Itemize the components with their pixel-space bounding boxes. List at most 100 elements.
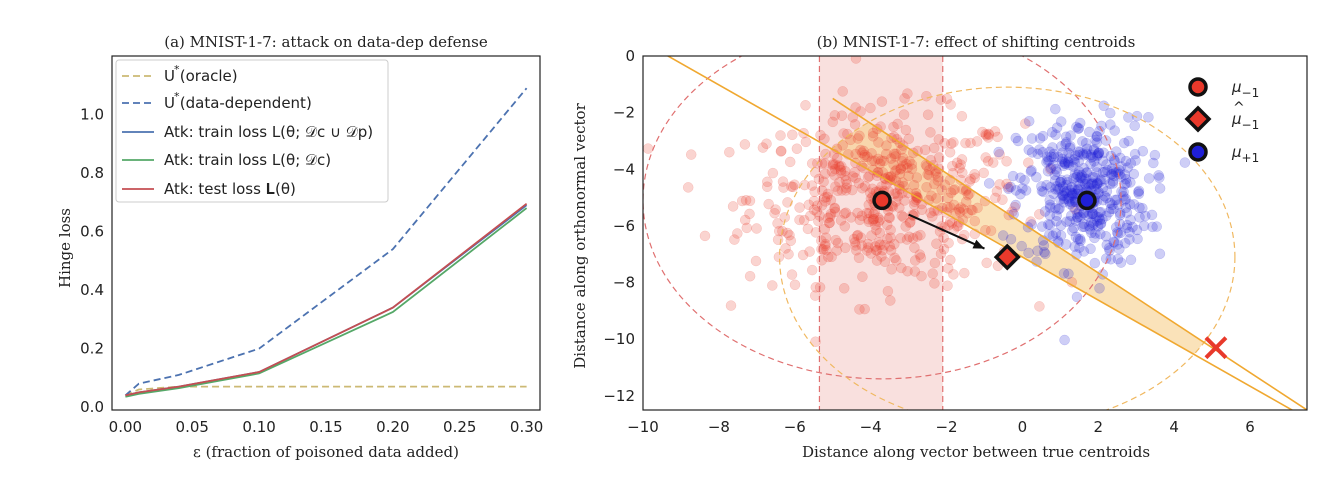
panel-b-point-blue bbox=[1081, 167, 1093, 178]
panel-b-point-blue bbox=[1097, 213, 1108, 225]
panel-b-point-red bbox=[943, 220, 954, 231]
panel-b-ytick-label: −6 bbox=[613, 217, 635, 235]
panel-b-point-red bbox=[736, 195, 748, 207]
panel-b-point-red bbox=[750, 255, 762, 267]
panel-b-point-red bbox=[992, 131, 1003, 143]
panel-b-point-red bbox=[856, 147, 868, 158]
panel-b-point-red bbox=[899, 195, 910, 206]
panel-b-point-blue bbox=[1123, 112, 1134, 123]
panel-b-point-red bbox=[901, 234, 913, 245]
panel-b-point-red bbox=[783, 248, 794, 260]
panel-b-point-red bbox=[859, 151, 870, 163]
panel-b-centroid-neg bbox=[872, 190, 892, 211]
panel-b-ylabel: Distance along orthonormal vector bbox=[571, 102, 589, 368]
panel-b-point-blue bbox=[1080, 178, 1091, 190]
panel-b-point-blue bbox=[1055, 230, 1067, 241]
panel-b-point-blue bbox=[1044, 199, 1056, 211]
panel-b-centroid-shifted bbox=[993, 243, 1021, 271]
panel-b-point-red bbox=[896, 144, 907, 155]
panel-b-point-red bbox=[985, 225, 997, 236]
panel-b-point-blue bbox=[1044, 229, 1055, 240]
panel-b-point-red bbox=[780, 243, 791, 254]
panel-b-point-red bbox=[906, 159, 918, 170]
panel-b-point-red bbox=[818, 176, 829, 187]
panel-b-point-red bbox=[894, 202, 905, 213]
panel-b-point-blue bbox=[1104, 245, 1115, 256]
panel-b-point-red bbox=[829, 163, 841, 175]
panel-a-series-line-3 bbox=[125, 207, 528, 398]
panel-b-point-blue bbox=[1098, 100, 1110, 112]
panel-b-point-blue bbox=[1026, 147, 1038, 158]
panel-b-point-red bbox=[854, 214, 866, 226]
panel-b-point-red bbox=[945, 202, 956, 213]
panel-b-point-blue bbox=[1074, 242, 1085, 253]
panel-b-point-blue bbox=[1044, 146, 1055, 158]
panel-b-point-blue bbox=[1059, 156, 1070, 168]
panel-b-point-red bbox=[827, 116, 839, 128]
panel-b-point-red bbox=[891, 188, 902, 199]
panel-a-legend-entry: Atk: test loss 𝐋(θ) bbox=[164, 180, 296, 198]
panel-b-xlabel: Distance along vector between true centr… bbox=[802, 443, 1150, 461]
panel-b-point-blue bbox=[1127, 221, 1138, 233]
panel-b-point-blue bbox=[1118, 137, 1130, 149]
panel-b-xtick-label: 0 bbox=[1018, 418, 1028, 436]
panel-b-point-red bbox=[904, 217, 915, 229]
panel-b-point-red bbox=[939, 179, 951, 191]
panel-b-point-red bbox=[868, 208, 879, 220]
panel-b-point-red bbox=[841, 182, 852, 194]
panel-b-point-red bbox=[869, 155, 880, 167]
panel-b-point-red bbox=[761, 138, 772, 149]
panel-b-point-red bbox=[787, 181, 799, 193]
panel-b-point-red bbox=[991, 186, 1003, 197]
panel-b-point-blue bbox=[1074, 179, 1085, 191]
panel-b-point-blue bbox=[1068, 201, 1079, 213]
panel-b-point-blue bbox=[1125, 214, 1136, 226]
panel-b-point-red bbox=[947, 160, 958, 172]
panel-b-point-red bbox=[836, 161, 847, 172]
panel-b-point-red bbox=[835, 165, 847, 176]
panel-b-point-red bbox=[853, 252, 865, 264]
panel-b-point-red bbox=[870, 245, 882, 256]
panel-b-red-sphere bbox=[643, 56, 1122, 380]
panel-b-point-red bbox=[955, 159, 966, 170]
panel-b-point-blue bbox=[1091, 184, 1102, 195]
panel-a-legend-entry: U (data-dependent) bbox=[164, 94, 312, 112]
panel-b-point-blue bbox=[1066, 187, 1077, 199]
panel-b-point-blue bbox=[1088, 144, 1100, 155]
panel-b-point-blue bbox=[1077, 136, 1088, 147]
panel-b-point-red bbox=[926, 190, 937, 202]
panel-b-point-blue bbox=[1005, 181, 1016, 193]
panel-b-xtick-label: −4 bbox=[860, 418, 882, 436]
panel-b-point-red bbox=[829, 159, 841, 170]
panel-b-point-blue bbox=[1121, 219, 1133, 231]
panel-b-point-blue bbox=[1034, 144, 1045, 155]
panel-b-point-blue bbox=[1058, 190, 1069, 201]
panel-b-point-blue bbox=[1044, 155, 1055, 166]
panel-b-point-blue bbox=[1097, 182, 1109, 194]
panel-b-point-blue bbox=[1054, 183, 1066, 195]
panel-b-point-red bbox=[916, 270, 927, 282]
panel-b-point-red bbox=[929, 178, 940, 190]
panel-b-point-blue bbox=[1070, 150, 1081, 161]
panel-b-point-blue bbox=[1089, 172, 1101, 183]
panel-b-point-red bbox=[896, 155, 908, 167]
panel-b-point-blue bbox=[1073, 184, 1084, 195]
panel-b-point-red bbox=[789, 279, 801, 291]
panel-b-shift-arrow bbox=[908, 213, 985, 250]
panel-b-point-red bbox=[830, 234, 842, 246]
panel-b-point-blue bbox=[1128, 168, 1140, 180]
panel-b-point-blue bbox=[1090, 211, 1102, 222]
panel-b-point-red bbox=[847, 171, 859, 182]
panel-b-point-blue bbox=[1124, 199, 1136, 210]
panel-b-point-blue bbox=[1059, 334, 1070, 346]
panel-b-point-blue bbox=[1085, 243, 1096, 255]
panel-b-point-red bbox=[866, 148, 877, 159]
panel-b-point-red bbox=[845, 212, 857, 223]
panel-b-point-red bbox=[873, 212, 884, 224]
panel-b-point-blue bbox=[1149, 149, 1161, 161]
panel-b-point-blue bbox=[1081, 173, 1092, 184]
panel-b-point-red bbox=[865, 248, 877, 259]
panel-b-point-blue bbox=[1038, 186, 1049, 198]
panel-b-point-red bbox=[740, 195, 752, 206]
panel-b-point-red bbox=[871, 245, 883, 256]
